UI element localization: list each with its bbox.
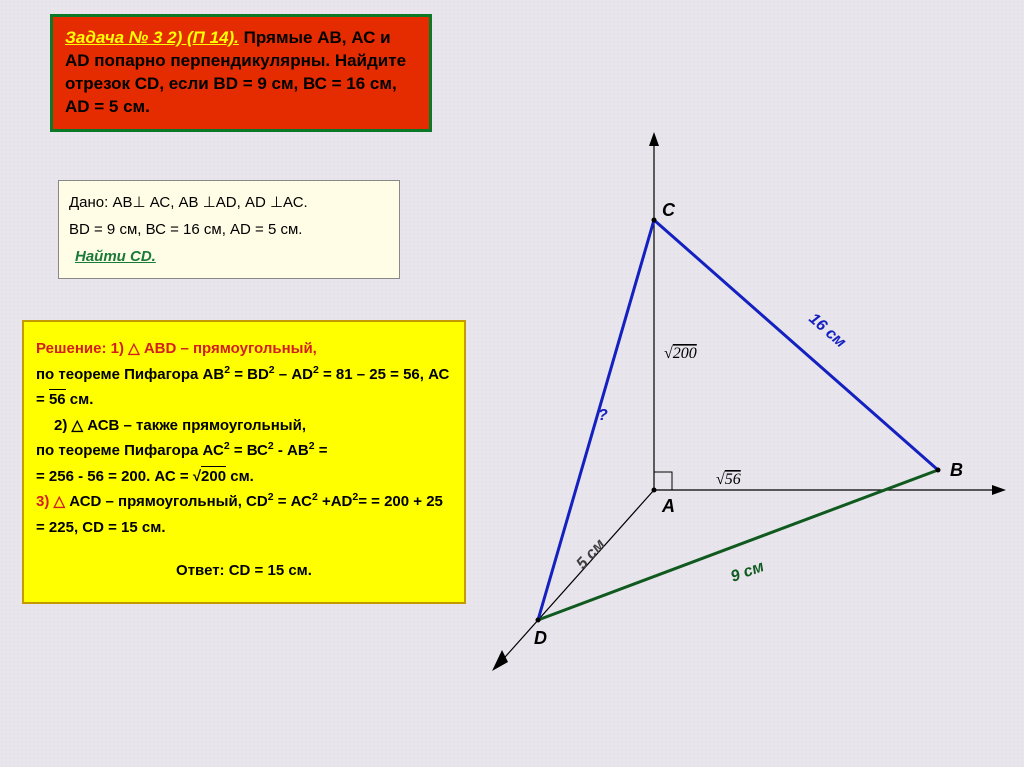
solution-line3: 2) △ АСВ – также прямоугольный,: [54, 413, 452, 439]
solution-line6: 3) △ АСD – прямоугольный, СD2 = АС2 +АD2…: [36, 489, 452, 540]
right-angle-A: [654, 472, 672, 490]
given-line1: Дано: АВ⊥ АС, АВ ⊥АD, АD ⊥АС.: [69, 189, 389, 216]
given-line2: ВD = 9 см, ВС = 16 см, АD = 5 см.: [69, 216, 389, 243]
label-16: 16 см: [805, 310, 849, 351]
sol-l6c: = АС: [274, 493, 312, 510]
geometry-diagram: √200 √56 16 см ? 5 см 9 см A B C D: [458, 120, 1018, 680]
sol-l2a: по теореме Пифагора АВ: [36, 366, 224, 383]
solution-box: Решение: 1) △ АВD – прямоугольный, по те…: [22, 320, 466, 604]
sol-l2e: см.: [66, 391, 94, 408]
sol-l4d: =: [315, 442, 328, 459]
dotC: [652, 218, 657, 223]
axis-diag-arrow: [492, 650, 508, 671]
sol-l3tri: △: [72, 417, 84, 434]
sol-l6a: 3): [36, 493, 54, 510]
dotB: [936, 468, 941, 473]
dotD: [536, 618, 541, 623]
ptA: A: [661, 496, 675, 516]
problem-title: Задача № 3 2) (П 14).: [65, 28, 239, 47]
sol-l3pre: 2): [54, 417, 72, 434]
solution-line1: Решение: 1) △ АВD – прямоугольный,: [36, 336, 452, 362]
label-9: 9 см: [729, 558, 767, 586]
sol-l6b: АСD – прямоугольный, СD: [65, 493, 268, 510]
solution-line2: по теореме Пифагора АВ2 = ВD2 – АD2 = 81…: [36, 362, 452, 413]
sol-l6tri: △: [54, 493, 66, 510]
sol-l1-tri: △: [128, 340, 140, 357]
sol-l1-post: АВD – прямоугольный,: [140, 340, 317, 357]
solution-line5: = 256 - 56 = 200. АС = √200 см.: [36, 464, 452, 490]
sol-l3post: АСВ – также прямоугольный,: [83, 417, 306, 434]
axis-diag: [498, 490, 654, 665]
sol-l4c: - АВ: [274, 442, 309, 459]
axis-horizontal-arrow: [992, 485, 1006, 495]
sqrt200-label: √200: [664, 345, 697, 362]
ptC: C: [662, 200, 676, 220]
given-box: Дано: АВ⊥ АС, АВ ⊥АD, АD ⊥АС. ВD = 9 см,…: [58, 180, 400, 279]
sol-l5a: = 256 - 56 = 200. АС =: [36, 468, 193, 485]
sol-l5b: см.: [226, 468, 254, 485]
dotA: [652, 488, 657, 493]
sol-l4b: = ВС: [230, 442, 268, 459]
label-5: 5 см: [573, 536, 609, 573]
sol-l4a: по теореме Пифагора АС: [36, 442, 224, 459]
sol-l1-pre: Решение: 1): [36, 340, 128, 357]
ptB: B: [950, 460, 963, 480]
solution-answer: Ответ: СD = 15 см.: [36, 558, 452, 584]
sol-l6d: +АD: [318, 493, 353, 510]
problem-box: Задача № 3 2) (П 14). Прямые АВ, АС и АD…: [50, 14, 432, 132]
solution-line4: по теореме Пифагора АС2 = ВС2 - АВ2 =: [36, 438, 452, 464]
sol-l2c: – АD: [275, 366, 313, 383]
sqrt56-label: √56: [716, 471, 741, 488]
sol-l2b: = ВD: [230, 366, 269, 383]
label-q: ?: [598, 407, 608, 424]
given-find: Найти СD.: [75, 243, 389, 270]
ptD: D: [534, 628, 547, 648]
axis-vertical-arrow: [649, 132, 659, 146]
